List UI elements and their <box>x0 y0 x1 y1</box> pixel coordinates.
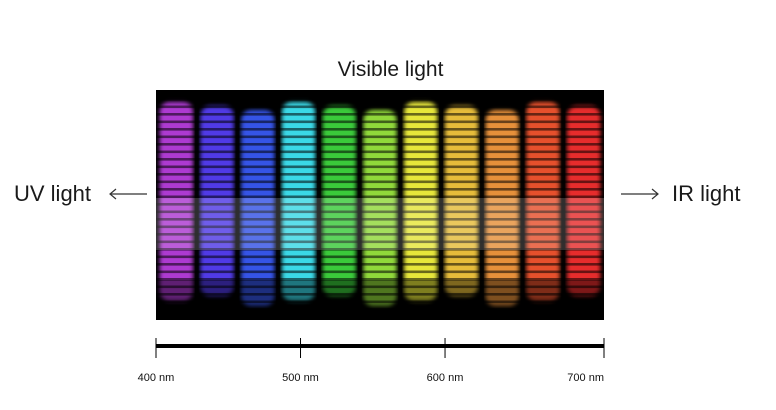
spectrum-band-stripe <box>156 278 604 281</box>
spectrum-band-stripe <box>156 98 604 101</box>
spectrum-band-stripe <box>156 308 604 311</box>
spectrum-band-stripe <box>156 180 604 184</box>
spectrum-band-stripe <box>156 240 604 244</box>
spectrum-band-stripe <box>156 300 604 304</box>
spectrum-band-stripe <box>156 150 604 154</box>
spectrum-band-stripe <box>156 263 604 266</box>
scale-tick-label: 600 nm <box>427 372 464 384</box>
spectrum-band-stripe <box>156 128 604 131</box>
spectrum-band-stripe <box>156 105 604 109</box>
wavelength-scale: 400 nm 500 nm 600 nm 700 nm <box>138 338 605 384</box>
spectrum-band-stripe <box>156 195 604 199</box>
spectrum-band-stripe <box>156 293 604 296</box>
spectrum-band-stripe <box>156 203 604 206</box>
arrow-right-icon <box>621 188 659 200</box>
spectrum-band-stripe <box>156 218 604 221</box>
spectrum-band-stripe <box>156 135 604 139</box>
visible-spectrum-image <box>156 90 604 320</box>
uv-light-label: UV light <box>14 181 92 206</box>
spectrum-band-stripe <box>156 143 604 146</box>
spectrum-band-stripe <box>156 248 604 251</box>
spectrum-band-stripe <box>156 285 604 289</box>
spectrum-band-stripe <box>156 255 604 259</box>
spectrum-bottom-shadow <box>156 280 604 320</box>
visible-light-title: Visible light <box>337 58 444 81</box>
spectrum-band-stripe <box>156 113 604 116</box>
ir-light-label: IR light <box>672 181 741 206</box>
spectrum-band-stripe <box>156 158 604 161</box>
spectrum-band-stripe <box>156 120 604 124</box>
spectrum-band-stripe <box>156 173 604 176</box>
scale-tick-label: 400 nm <box>138 372 175 384</box>
spectrum-band-stripe <box>156 225 604 229</box>
spectrum-band-stripe <box>156 165 604 169</box>
spectrum-band-stripe <box>156 233 604 236</box>
spectrum-center-glow <box>156 198 604 250</box>
scale-tick-label: 700 nm <box>567 372 604 384</box>
spectrum-band-stripe <box>156 188 604 191</box>
arrow-left-icon <box>109 188 147 200</box>
scale-tick-label: 500 nm <box>282 372 319 384</box>
spectrum-band-stripe <box>156 270 604 274</box>
spectrum-band-stripe <box>156 210 604 214</box>
